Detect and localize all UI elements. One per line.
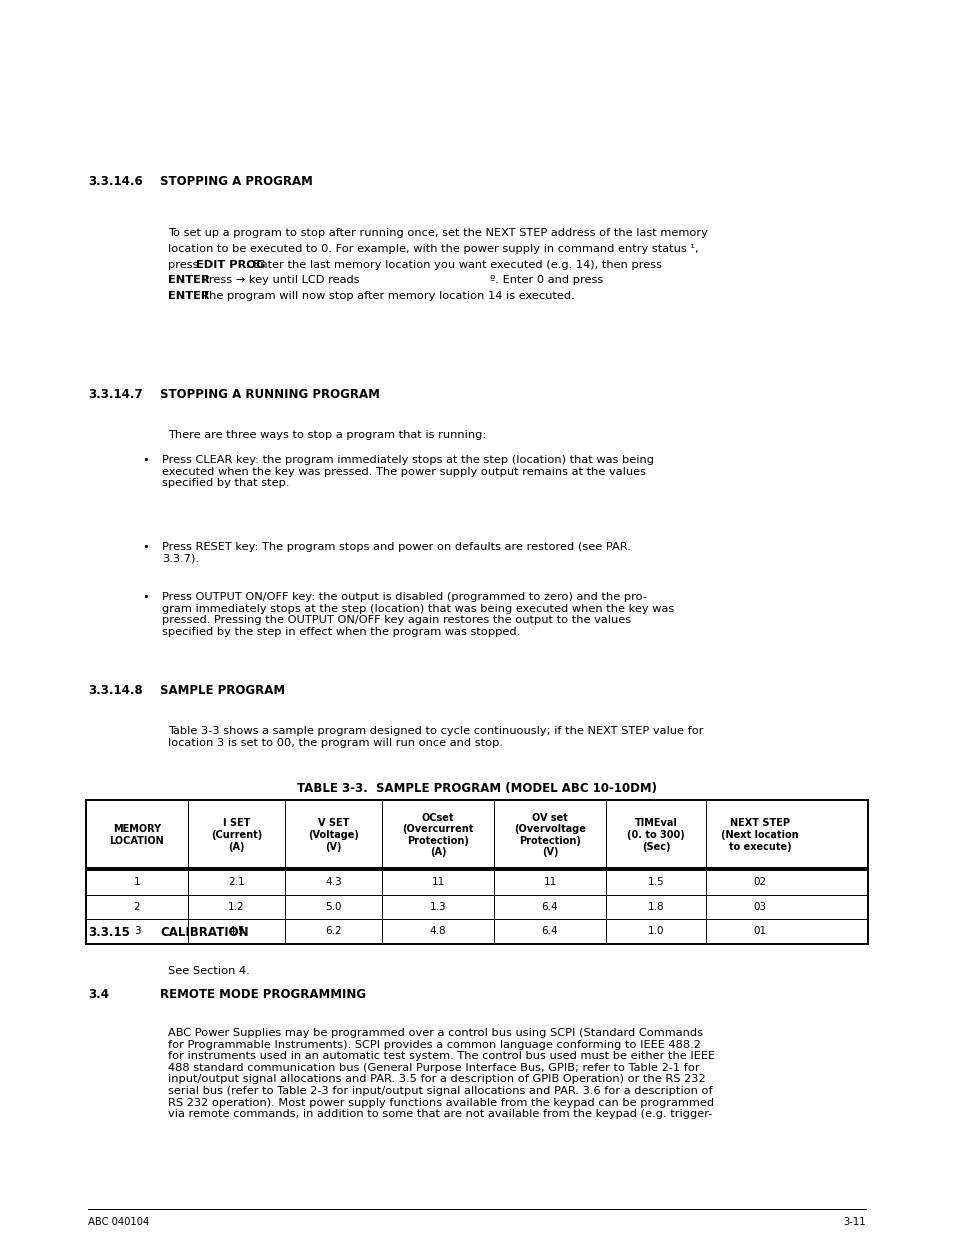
Text: To set up a program to stop after running once, set the NEXT STEP address of the: To set up a program to stop after runnin… bbox=[168, 228, 707, 238]
Text: 3.4: 3.4 bbox=[88, 988, 109, 1002]
Text: 2: 2 bbox=[133, 902, 140, 911]
Text: ENTER: ENTER bbox=[168, 275, 210, 285]
Text: 3-11: 3-11 bbox=[842, 1216, 865, 1228]
Text: 11: 11 bbox=[431, 877, 444, 887]
Text: 3.3.14.8: 3.3.14.8 bbox=[88, 684, 143, 697]
Text: V SET
(Voltage)
(V): V SET (Voltage) (V) bbox=[308, 819, 358, 852]
Text: There are three ways to stop a program that is running:: There are three ways to stop a program t… bbox=[168, 430, 486, 440]
Text: Press RESET key: The program stops and power on defaults are restored (see PAR.
: Press RESET key: The program stops and p… bbox=[162, 542, 630, 563]
Text: •: • bbox=[142, 454, 149, 466]
Text: 4.8: 4.8 bbox=[429, 926, 446, 936]
Text: REMOTE MODE PROGRAMMING: REMOTE MODE PROGRAMMING bbox=[160, 988, 366, 1002]
Text: ABC Power Supplies may be programmed over a control bus using SCPI (Standard Com: ABC Power Supplies may be programmed ove… bbox=[168, 1028, 715, 1119]
Text: CALIBRATION: CALIBRATION bbox=[160, 926, 249, 939]
Text: . Press → key until LCD reads                                    º. Enter 0 and : . Press → key until LCD reads º. Enter 0… bbox=[195, 275, 603, 285]
Text: 5.0: 5.0 bbox=[325, 902, 341, 911]
Text: 01: 01 bbox=[753, 926, 766, 936]
Text: I SET
(Current)
(A): I SET (Current) (A) bbox=[211, 819, 262, 852]
Text: •: • bbox=[142, 542, 149, 552]
Text: . Enter the last memory location you want executed (e.g. 14), then press: . Enter the last memory location you wan… bbox=[246, 259, 661, 269]
Text: ABC 040104: ABC 040104 bbox=[88, 1216, 149, 1228]
Text: Press CLEAR key: the program immediately stops at the step (location) that was b: Press CLEAR key: the program immediately… bbox=[162, 454, 654, 488]
Text: 3.3.14.6: 3.3.14.6 bbox=[88, 175, 143, 188]
Text: TIMEval
(0. to 300)
(Sec): TIMEval (0. to 300) (Sec) bbox=[626, 819, 684, 852]
Text: 1.2: 1.2 bbox=[228, 902, 245, 911]
Text: •: • bbox=[142, 592, 149, 601]
Text: . The program will now stop after memory location 14 is executed.: . The program will now stop after memory… bbox=[195, 291, 575, 301]
Text: EDIT PROG: EDIT PROG bbox=[196, 259, 266, 269]
Text: press: press bbox=[168, 259, 202, 269]
Text: 03: 03 bbox=[753, 902, 766, 911]
Text: 1.8: 1.8 bbox=[647, 902, 663, 911]
Text: OV set
(Overvoltage
Protection)
(V): OV set (Overvoltage Protection) (V) bbox=[514, 813, 585, 857]
Text: 1.0: 1.0 bbox=[647, 926, 663, 936]
Bar bbox=[86, 800, 867, 944]
Text: MEMORY
LOCATION: MEMORY LOCATION bbox=[110, 824, 164, 846]
Text: 11: 11 bbox=[543, 877, 556, 887]
Text: 1: 1 bbox=[133, 877, 140, 887]
Text: 4.5: 4.5 bbox=[228, 926, 245, 936]
Text: STOPPING A RUNNING PROGRAM: STOPPING A RUNNING PROGRAM bbox=[160, 388, 379, 401]
Text: SAMPLE PROGRAM: SAMPLE PROGRAM bbox=[160, 684, 285, 697]
Text: 3.3.15: 3.3.15 bbox=[88, 926, 130, 939]
Text: 02: 02 bbox=[753, 877, 766, 887]
Text: STOPPING A PROGRAM: STOPPING A PROGRAM bbox=[160, 175, 313, 188]
Text: ENTER: ENTER bbox=[168, 291, 210, 301]
Text: TABLE 3-3.  SAMPLE PROGRAM (MODEL ABC 10-10DM): TABLE 3-3. SAMPLE PROGRAM (MODEL ABC 10-… bbox=[296, 782, 657, 795]
Text: 4.3: 4.3 bbox=[325, 877, 341, 887]
Text: Table 3-3 shows a sample program designed to cycle continuously; if the NEXT STE: Table 3-3 shows a sample program designe… bbox=[168, 726, 702, 747]
Text: location to be executed to 0. For example, with the power supply in command entr: location to be executed to 0. For exampl… bbox=[168, 243, 698, 254]
Text: 1.3: 1.3 bbox=[429, 902, 446, 911]
Text: 3: 3 bbox=[133, 926, 140, 936]
Text: OCset
(Overcurrent
Protection)
(A): OCset (Overcurrent Protection) (A) bbox=[402, 813, 474, 857]
Text: Press OUTPUT ON/OFF key: the output is disabled (programmed to zero) and the pro: Press OUTPUT ON/OFF key: the output is d… bbox=[162, 592, 674, 637]
Text: 6.2: 6.2 bbox=[325, 926, 341, 936]
Text: 6.4: 6.4 bbox=[541, 926, 558, 936]
Text: 1.5: 1.5 bbox=[647, 877, 663, 887]
Text: 3.3.14.7: 3.3.14.7 bbox=[88, 388, 143, 401]
Text: 6.4: 6.4 bbox=[541, 902, 558, 911]
Text: See Section 4.: See Section 4. bbox=[168, 966, 250, 976]
Text: NEXT STEP
(Next location
to execute): NEXT STEP (Next location to execute) bbox=[720, 819, 798, 852]
Text: 2.1: 2.1 bbox=[228, 877, 245, 887]
